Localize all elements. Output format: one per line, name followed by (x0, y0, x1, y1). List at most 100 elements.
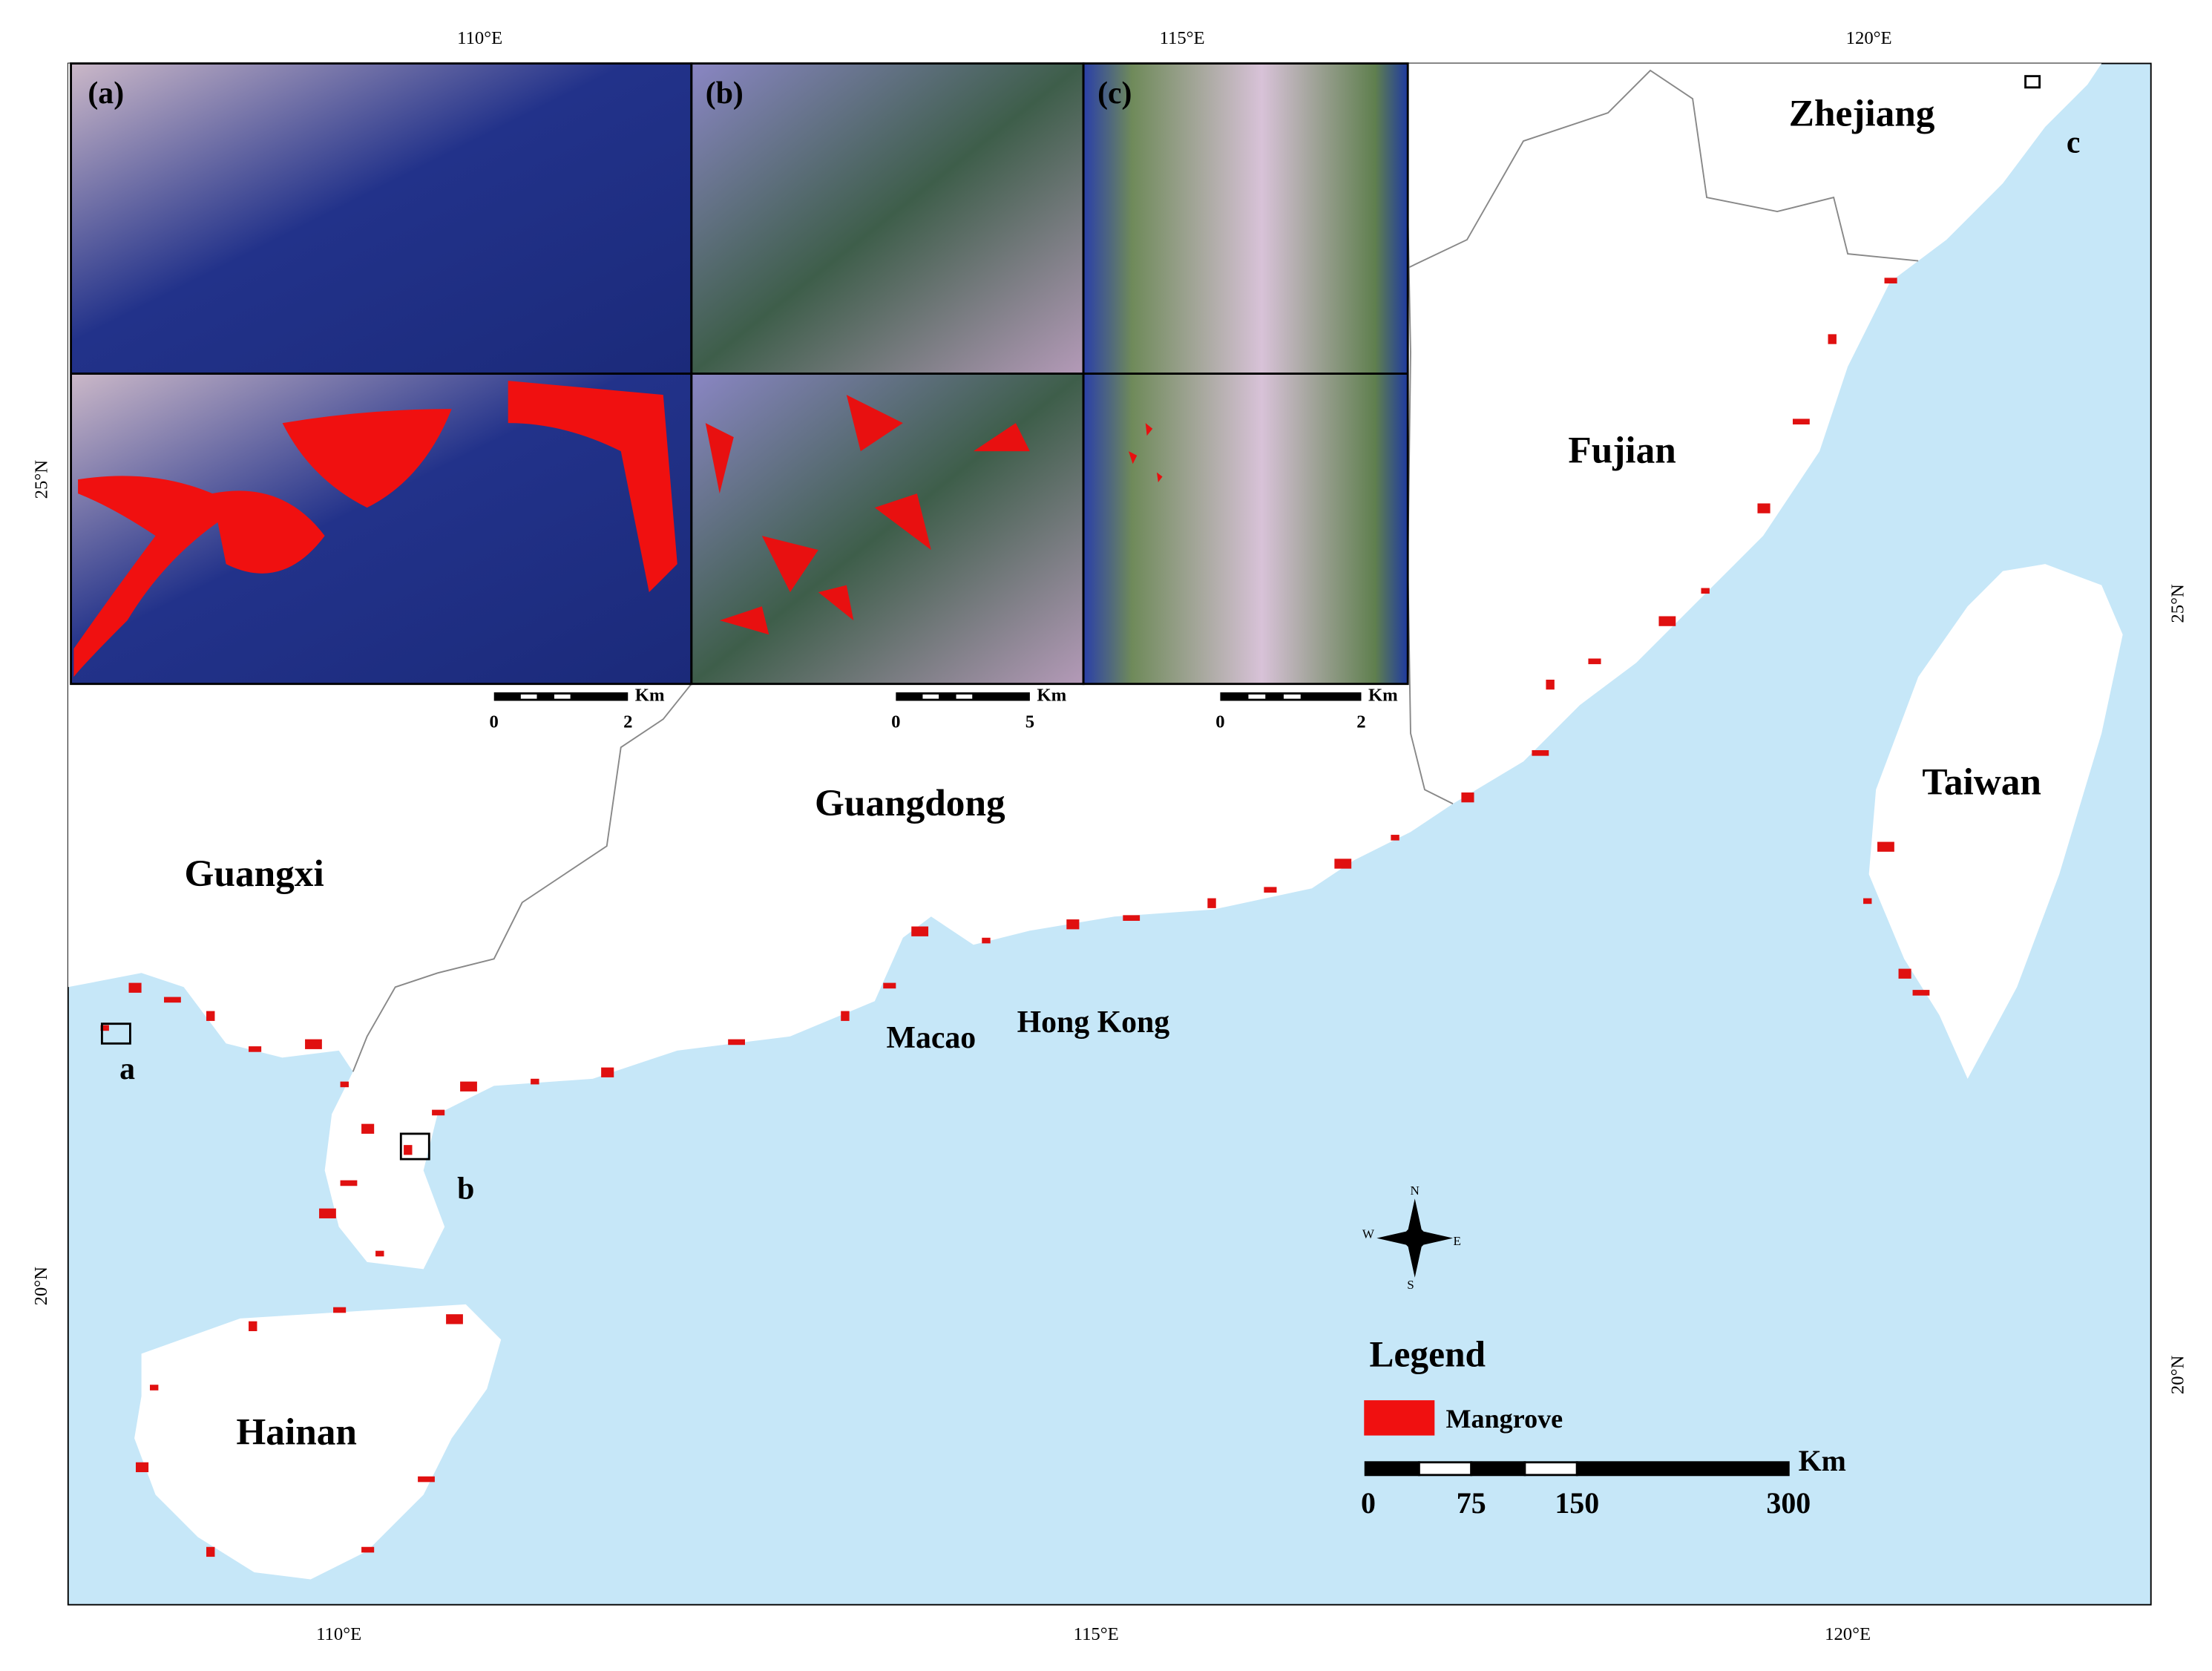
mangrove-patch (841, 1011, 850, 1021)
scale-unit: Km (1799, 1444, 1846, 1477)
province-border (1407, 69, 1919, 269)
mangrove-patch (361, 1123, 375, 1134)
graticule-label: 120°E (1825, 1624, 1871, 1644)
mangrove-patch (361, 1546, 375, 1553)
region-label: Guangdong (815, 782, 1005, 824)
inset-image (1083, 63, 1408, 374)
mangrove-patch (206, 1546, 215, 1557)
scale-label: 0 (1215, 712, 1224, 732)
inset-mangrove (1128, 423, 1163, 482)
region-label: Zhejiang (1789, 93, 1935, 135)
mangrove-patch (1461, 792, 1474, 803)
graticule-label: 115°E (1074, 1624, 1119, 1644)
scale-label: 0 (490, 712, 499, 732)
inset-image (1083, 373, 1408, 684)
locator-boxes (100, 75, 2041, 1160)
mangrove-patch (418, 1476, 435, 1483)
legend-swatch (1364, 1400, 1435, 1436)
mangrove-patch (136, 1462, 149, 1473)
mangrove-patch (340, 1081, 349, 1088)
mangrove-patch (460, 1081, 477, 1091)
inset-label: (a) (88, 76, 124, 111)
mangrove-patch (340, 1180, 358, 1186)
mangrove-patch (375, 1250, 384, 1257)
compass: N S E W (1362, 1184, 1461, 1292)
mangrove-patch (164, 997, 181, 1003)
mangrove-patch (1546, 680, 1555, 690)
inset-frame (1082, 62, 1409, 686)
graticule-label: 20°N (2167, 1356, 2188, 1395)
inset-image (70, 63, 692, 374)
mangrove-patch (333, 1307, 347, 1313)
mangrove-patch (1588, 658, 1601, 665)
mangrove-patch (128, 982, 142, 993)
graticule-label: 25°N (31, 460, 51, 499)
mangrove-patch (1828, 334, 1837, 344)
mangrove-patch (1264, 887, 1277, 893)
region-label: Guangxi (185, 853, 324, 895)
mangrove-patch (728, 1039, 745, 1045)
scale-bar-segment (1364, 1461, 1420, 1477)
locator-box (2024, 75, 2041, 89)
scale-label: 2 (1356, 712, 1365, 732)
mangrove-patch (249, 1046, 262, 1052)
locator-label: a (119, 1052, 135, 1086)
region-label: Fujian (1568, 430, 1676, 472)
mangrove-patch (1757, 503, 1770, 513)
legend-title: Legend (1370, 1333, 1486, 1374)
locator-label: c (2067, 125, 2081, 160)
graticule-label: 120°E (1846, 28, 1892, 48)
mangrove-patch (404, 1145, 413, 1155)
scale-bar-segment (1470, 1461, 1526, 1477)
mangrove-patch (1391, 835, 1399, 841)
legend: Legend Mangrove 0 75 150 300 Km (1361, 1333, 1846, 1519)
scale-bar-segment (956, 694, 973, 699)
mangrove-patch (1658, 616, 1676, 626)
scale-bar-segment (1523, 1461, 1578, 1477)
mangrove-patch (206, 1011, 215, 1021)
mangrove-patch (150, 1385, 159, 1391)
legend-scale-bar: 0 75 150 300 Km (1361, 1444, 1846, 1520)
scale-bar-segment (1575, 1461, 1790, 1477)
scale-bar-segment (922, 694, 939, 699)
mangrove-patch (1793, 418, 1810, 425)
mangrove-patch (1532, 750, 1549, 756)
region-label: Taiwan (1922, 761, 2041, 803)
scale-bar-segment (1417, 1461, 1473, 1477)
inset-frames (70, 62, 1409, 686)
scale-label: 150 (1555, 1486, 1599, 1520)
mangrove-patch (982, 937, 991, 944)
graticule-label: 20°N (31, 1267, 51, 1306)
province-border (352, 683, 692, 1072)
mangrove-patch (432, 1109, 445, 1116)
scale-label: 5 (1025, 712, 1034, 732)
graticule-label: 110°E (457, 28, 502, 48)
mangrove-patch (319, 1208, 336, 1218)
inset-mangrove (73, 381, 677, 677)
mangrove-patch (1066, 919, 1080, 930)
locator-label: b (457, 1172, 474, 1206)
taiwan-island (1868, 564, 2123, 1079)
scale-label: 2 (623, 712, 632, 732)
mangrove-patch (446, 1314, 463, 1324)
locator-box (399, 1132, 430, 1160)
hainan-island (134, 1304, 502, 1580)
mangrove-patch (1912, 990, 1930, 996)
mangrove-patch (249, 1321, 257, 1331)
graticule-label: 115°E (1160, 28, 1205, 48)
mangrove-patch (883, 982, 896, 989)
mangrove-patch (100, 1025, 109, 1031)
scale-label: 300 (1766, 1486, 1811, 1520)
compass-label: N (1411, 1184, 1420, 1198)
mangrove-patch (1863, 898, 1872, 905)
mangrove-patch (1884, 278, 1897, 283)
province-border (1407, 211, 1454, 805)
scale-unit: Km (1037, 685, 1066, 705)
graticule-label: 110°E (316, 1624, 361, 1644)
region-label: Hong Kong (1017, 1005, 1170, 1040)
scale-bar-segment (1248, 694, 1266, 699)
region-label: Hainan (236, 1411, 357, 1453)
